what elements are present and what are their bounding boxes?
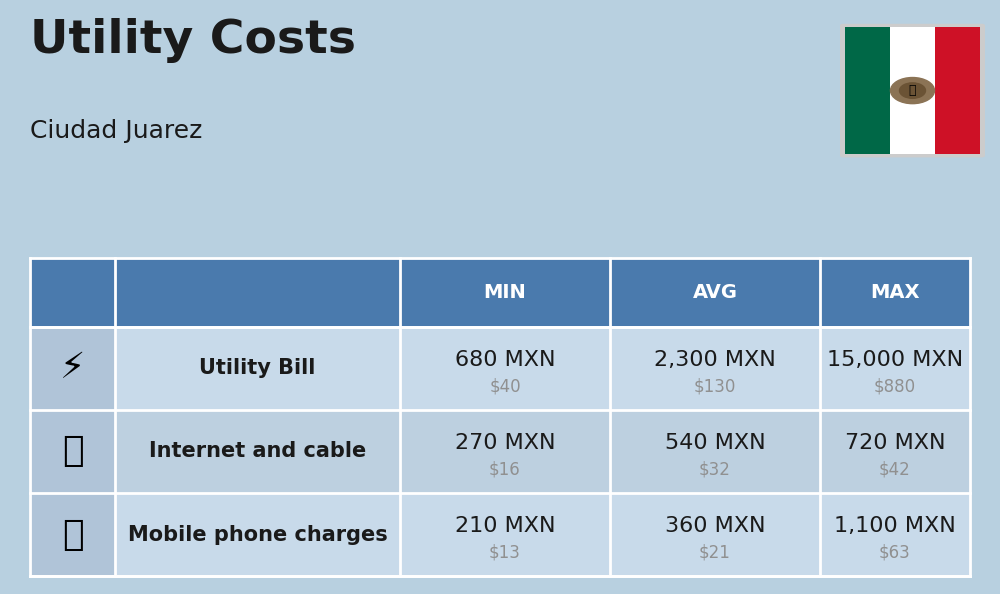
- Text: $42: $42: [879, 461, 911, 479]
- Text: Utility Bill: Utility Bill: [199, 358, 316, 378]
- Text: AVG: AVG: [692, 283, 738, 302]
- Text: Utility Costs: Utility Costs: [30, 18, 356, 63]
- Text: 720 MXN: 720 MXN: [845, 433, 945, 453]
- Text: $13: $13: [489, 544, 521, 562]
- Bar: [30, 410, 115, 493]
- Text: $32: $32: [699, 461, 731, 479]
- Text: 680 MXN: 680 MXN: [455, 350, 555, 370]
- Bar: [30, 493, 115, 576]
- Text: MAX: MAX: [870, 283, 920, 302]
- Text: 🦅: 🦅: [909, 84, 916, 97]
- Text: $880: $880: [874, 378, 916, 396]
- Bar: [935, 27, 980, 154]
- Text: MIN: MIN: [484, 283, 526, 302]
- Text: $16: $16: [489, 461, 521, 479]
- Text: $40: $40: [489, 378, 521, 396]
- Text: Internet and cable: Internet and cable: [149, 441, 366, 462]
- Bar: [890, 27, 935, 154]
- Bar: [30, 327, 115, 410]
- Bar: [30, 327, 970, 410]
- Bar: [30, 258, 970, 327]
- Bar: [30, 410, 970, 493]
- Text: 📶: 📶: [62, 434, 83, 469]
- Bar: [30, 493, 970, 576]
- Text: 2,300 MXN: 2,300 MXN: [654, 350, 776, 370]
- Text: 📱: 📱: [62, 517, 83, 552]
- Circle shape: [891, 77, 934, 103]
- Text: $63: $63: [879, 544, 911, 562]
- Text: Ciudad Juarez: Ciudad Juarez: [30, 119, 202, 143]
- Bar: [845, 27, 890, 154]
- Text: 1,100 MXN: 1,100 MXN: [834, 516, 956, 536]
- Circle shape: [900, 83, 926, 98]
- Text: 15,000 MXN: 15,000 MXN: [827, 350, 963, 370]
- Text: ⚡: ⚡: [60, 351, 85, 386]
- Text: 210 MXN: 210 MXN: [455, 516, 555, 536]
- FancyBboxPatch shape: [840, 24, 985, 157]
- Text: 540 MXN: 540 MXN: [665, 433, 765, 453]
- Text: $130: $130: [694, 378, 736, 396]
- Text: 270 MXN: 270 MXN: [455, 433, 555, 453]
- Text: Mobile phone charges: Mobile phone charges: [128, 525, 387, 545]
- Text: $21: $21: [699, 544, 731, 562]
- Text: 360 MXN: 360 MXN: [665, 516, 765, 536]
